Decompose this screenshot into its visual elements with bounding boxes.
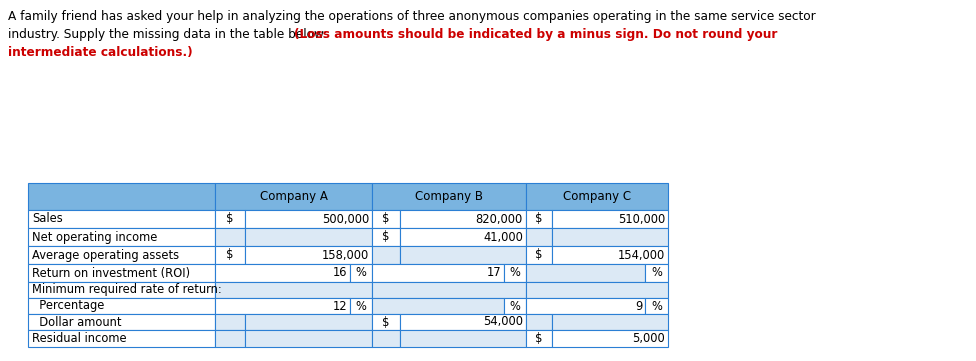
Bar	[526, 330, 552, 347]
Bar	[504, 298, 526, 314]
Text: 54,000: 54,000	[483, 316, 523, 329]
Bar	[526, 282, 668, 298]
Bar	[28, 210, 215, 228]
Bar	[526, 298, 645, 314]
Text: A family friend has asked your help in analyzing the operations of three anonymo: A family friend has asked your help in a…	[8, 10, 816, 23]
Bar	[526, 210, 552, 228]
Text: intermediate calculations.): intermediate calculations.)	[8, 46, 192, 59]
Text: 17: 17	[486, 266, 501, 279]
Bar	[215, 264, 350, 282]
Bar	[372, 210, 400, 228]
Text: $: $	[535, 248, 543, 261]
Bar	[350, 264, 372, 282]
Text: Company B: Company B	[415, 190, 483, 203]
Bar	[245, 330, 372, 347]
Bar	[28, 298, 215, 314]
Text: (Loss amounts should be indicated by a minus sign. Do not round your: (Loss amounts should be indicated by a m…	[294, 28, 777, 41]
Bar	[400, 314, 526, 330]
Text: 12: 12	[333, 300, 347, 313]
Bar	[28, 264, 215, 282]
Text: 158,000: 158,000	[322, 248, 369, 261]
Bar	[215, 314, 245, 330]
Text: %: %	[355, 266, 366, 279]
Bar	[245, 246, 372, 264]
Bar	[372, 314, 400, 330]
Bar	[372, 298, 504, 314]
Bar	[552, 228, 668, 246]
Bar	[526, 246, 552, 264]
Text: Percentage: Percentage	[32, 300, 104, 313]
Bar	[645, 298, 668, 314]
Bar	[526, 264, 645, 282]
Text: %: %	[651, 266, 662, 279]
Text: %: %	[509, 300, 520, 313]
Text: Net operating income: Net operating income	[32, 231, 157, 244]
Bar	[372, 264, 504, 282]
Bar	[28, 246, 215, 264]
Bar	[552, 314, 668, 330]
Bar	[372, 183, 526, 210]
Bar	[645, 264, 668, 282]
Text: Residual income: Residual income	[32, 332, 127, 345]
Text: Return on investment (ROI): Return on investment (ROI)	[32, 266, 190, 279]
Bar	[400, 246, 526, 264]
Text: Company C: Company C	[563, 190, 631, 203]
Text: 820,000: 820,000	[475, 213, 523, 226]
Bar	[372, 228, 400, 246]
Bar	[215, 210, 245, 228]
Bar	[504, 264, 526, 282]
Bar	[400, 210, 526, 228]
Bar	[552, 330, 668, 347]
Bar	[372, 246, 400, 264]
Bar	[245, 314, 372, 330]
Text: $: $	[226, 213, 233, 226]
Bar	[215, 183, 372, 210]
Bar	[215, 330, 245, 347]
Text: 5,000: 5,000	[632, 332, 665, 345]
Text: 510,000: 510,000	[618, 213, 665, 226]
Bar	[28, 330, 215, 347]
Text: $: $	[383, 231, 389, 244]
Text: industry. Supply the missing data in the table below:: industry. Supply the missing data in the…	[8, 28, 331, 41]
Text: Minimum required rate of return:: Minimum required rate of return:	[32, 283, 222, 296]
Text: $: $	[383, 316, 389, 329]
Bar	[215, 282, 372, 298]
Text: 154,000: 154,000	[618, 248, 665, 261]
Text: Sales: Sales	[32, 213, 62, 226]
Bar	[400, 228, 526, 246]
Bar	[28, 228, 215, 246]
Text: %: %	[509, 266, 520, 279]
Text: Average operating assets: Average operating assets	[32, 248, 180, 261]
Bar	[372, 282, 526, 298]
Bar	[28, 183, 215, 210]
Text: 9: 9	[634, 300, 642, 313]
Bar	[245, 228, 372, 246]
Text: $: $	[383, 213, 389, 226]
Bar	[526, 183, 668, 210]
Text: 16: 16	[333, 266, 347, 279]
Bar	[215, 298, 350, 314]
Bar	[28, 314, 215, 330]
Text: Company A: Company A	[260, 190, 327, 203]
Bar	[552, 210, 668, 228]
Bar	[215, 228, 245, 246]
Bar	[245, 210, 372, 228]
Text: $: $	[535, 213, 543, 226]
Bar	[552, 246, 668, 264]
Text: 41,000: 41,000	[483, 231, 523, 244]
Text: $: $	[535, 332, 543, 345]
Text: 500,000: 500,000	[322, 213, 369, 226]
Text: $: $	[226, 248, 233, 261]
Bar	[400, 330, 526, 347]
Text: %: %	[651, 300, 662, 313]
Bar	[372, 330, 400, 347]
Bar	[526, 228, 552, 246]
Bar	[350, 298, 372, 314]
Bar	[526, 314, 552, 330]
Text: %: %	[355, 300, 366, 313]
Bar	[215, 246, 245, 264]
Bar	[28, 282, 215, 298]
Text: Dollar amount: Dollar amount	[32, 316, 121, 329]
